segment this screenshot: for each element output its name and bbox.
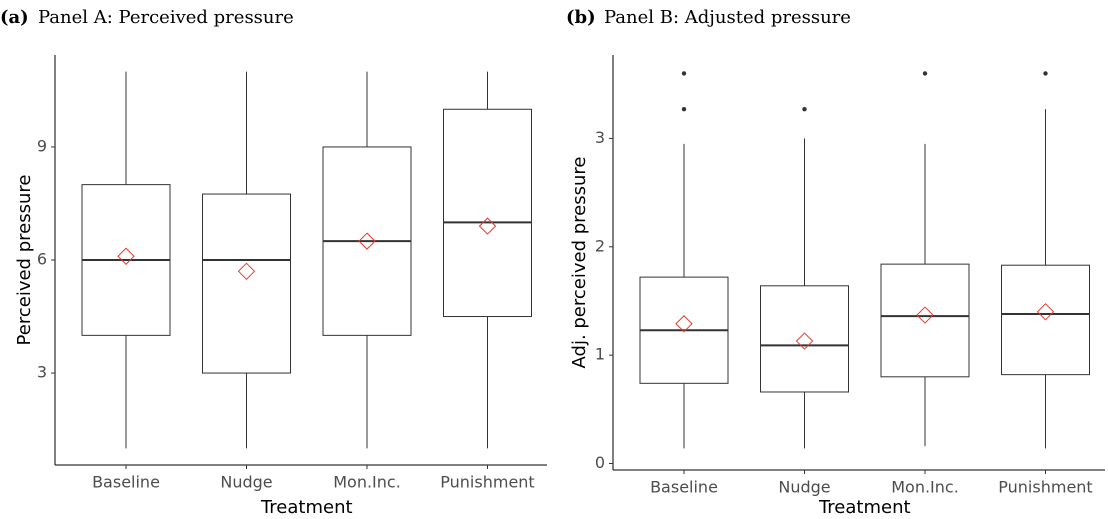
x-axis-title: Treatment — [818, 497, 911, 518]
outlier — [681, 71, 687, 76]
mean-marker — [237, 262, 256, 281]
box — [880, 263, 970, 378]
y-tick-label: 2 — [595, 236, 605, 255]
box — [202, 193, 291, 374]
box — [760, 285, 849, 393]
panel-title: Panel B: Adjusted pressure — [604, 7, 851, 28]
x-tick-label: Punishment — [998, 478, 1092, 497]
panel-label: (a) — [0, 7, 29, 28]
mean-marker — [675, 315, 693, 333]
mean-marker — [478, 217, 497, 235]
mean-marker — [1036, 303, 1055, 321]
x-tick-label: Baseline — [650, 478, 718, 497]
y-tick-label: 1 — [595, 345, 605, 364]
x-axis-title: Treatment — [260, 497, 353, 518]
x-tick-label: Baseline — [92, 473, 160, 492]
x-tick-label: Nudge — [220, 473, 272, 492]
y-tick-label: 0 — [595, 453, 605, 472]
mean-marker — [916, 306, 934, 324]
outlier — [802, 106, 807, 112]
mean-marker — [117, 247, 135, 265]
panel-title: Panel A: Perceived pressure — [38, 7, 294, 28]
outlier — [1043, 71, 1048, 76]
x-tick-label: Punishment — [440, 473, 534, 492]
y-axis-title: Perceived pressure — [14, 175, 35, 346]
y-tick-label: 3 — [37, 363, 47, 382]
mean-marker — [358, 232, 376, 250]
mean-marker — [795, 332, 814, 350]
outlier — [681, 106, 687, 112]
y-axis-title: Adj. perceived pressure — [569, 157, 590, 369]
x-tick-label: Mon.Inc. — [333, 473, 401, 492]
x-tick-label: Nudge — [778, 478, 830, 497]
y-tick-label: 6 — [37, 250, 47, 269]
x-tick-label: Mon.Inc. — [891, 478, 959, 497]
box — [443, 108, 532, 318]
panel-label: (b) — [566, 7, 596, 28]
y-tick-label: 3 — [595, 128, 605, 147]
y-tick-label: 9 — [37, 136, 47, 155]
outlier — [922, 71, 928, 76]
